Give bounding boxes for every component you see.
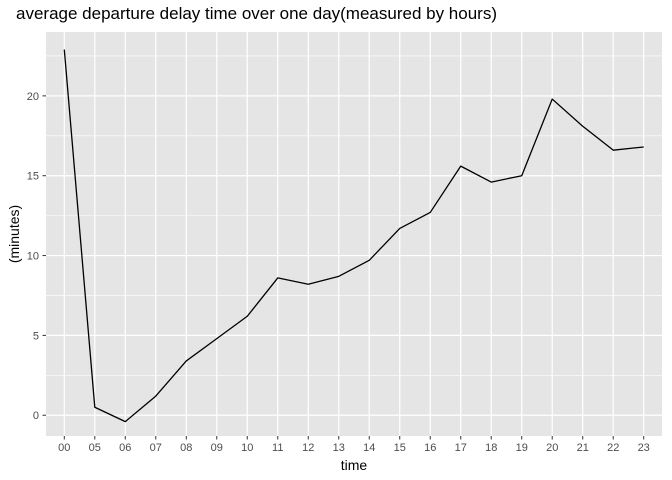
x-tick-label: 15 <box>394 442 406 454</box>
chart-title: average departure delay time over one da… <box>16 4 497 23</box>
y-axis: 0 5 10 15 20 <box>27 91 46 422</box>
series-layer <box>63 49 644 423</box>
x-tick-label: 10 <box>241 442 253 454</box>
x-tick-label: 17 <box>455 442 467 454</box>
y-tick-label: 0 <box>33 410 39 422</box>
x-tick-label: 19 <box>516 442 528 454</box>
y-tick-label: 10 <box>27 251 39 263</box>
x-tick-label: 16 <box>424 442 436 454</box>
x-tick-label: 07 <box>150 442 162 454</box>
x-tick-label: 08 <box>180 442 192 454</box>
x-tick-label: 23 <box>638 442 650 454</box>
x-axis-title: time <box>341 457 368 473</box>
x-tick-label: 14 <box>363 442 375 454</box>
major-gridlines <box>46 32 662 436</box>
series-line <box>63 49 644 423</box>
x-tick-label: 18 <box>485 442 497 454</box>
x-tick-label: 00 <box>58 442 70 454</box>
x-tick-label: 05 <box>89 442 101 454</box>
x-tick-label: 22 <box>607 442 619 454</box>
x-axis: 00 05 06 07 08 09 10 11 12 13 14 15 16 17 18 19 20 21 22 23 <box>58 436 650 454</box>
x-tick-label: 11 <box>272 442 283 454</box>
x-tick-label: 09 <box>211 442 223 454</box>
x-tick-label: 21 <box>577 442 589 454</box>
y-tick-label: 5 <box>33 330 39 342</box>
y-tick-label: 15 <box>27 171 39 183</box>
y-axis-title: (minutes) <box>6 205 22 263</box>
plot-panel <box>46 32 662 436</box>
x-tick-label: 12 <box>302 442 314 454</box>
x-tick-label: 06 <box>119 442 131 454</box>
x-tick-label: 20 <box>546 442 558 454</box>
x-tick-label: 13 <box>333 442 345 454</box>
y-tick-label: 20 <box>27 91 39 103</box>
minor-gridlines <box>46 55 662 376</box>
